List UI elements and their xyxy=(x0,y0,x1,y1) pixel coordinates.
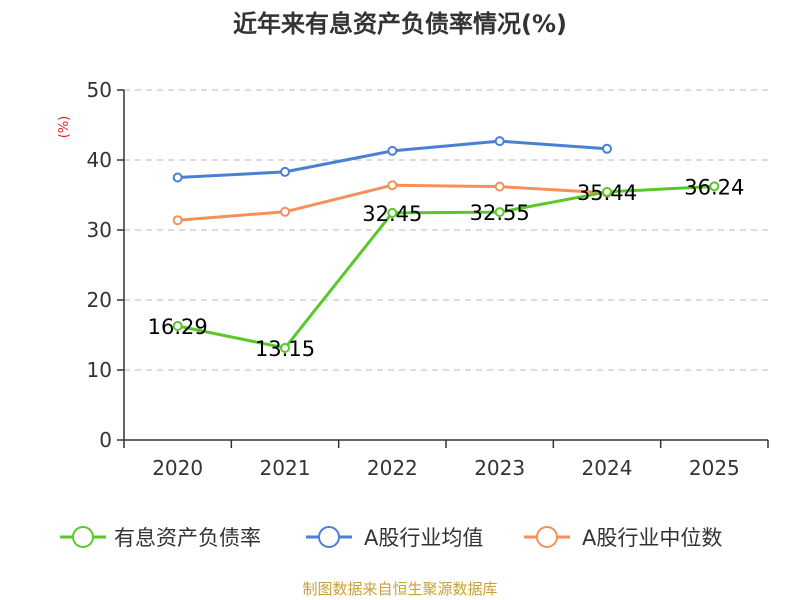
legend: 有息资产负债率 A股行业均值 A股行业中位数 xyxy=(60,526,722,550)
data-point xyxy=(494,181,505,192)
y-tick-label: 40 xyxy=(87,148,112,172)
data-point xyxy=(602,186,612,197)
x-tick-label: 2021 xyxy=(260,456,311,480)
legend-marker xyxy=(318,526,340,548)
data-point xyxy=(172,215,183,226)
data-point xyxy=(709,181,720,192)
x-tick-label: 2022 xyxy=(367,456,418,480)
series-line-0 xyxy=(177,184,715,350)
x-tick-label: 2025 xyxy=(689,456,740,480)
data-point xyxy=(172,172,183,183)
data-point xyxy=(387,145,398,156)
x-tick-label: 2024 xyxy=(582,456,633,480)
y-axis-label: (%) xyxy=(57,116,72,139)
source-note: 制图数据来自恒生聚源数据库 xyxy=(302,580,498,598)
data-point xyxy=(602,143,612,154)
data-point xyxy=(280,342,290,353)
legend-marker xyxy=(536,526,558,548)
y-tick-label: 30 xyxy=(87,218,112,242)
series-lines xyxy=(177,139,715,350)
x-tick-label: 2023 xyxy=(474,456,525,480)
legend-label: A股行业中位数 xyxy=(582,526,722,550)
data-label: 32.45 xyxy=(362,202,422,226)
data-label: 16.29 xyxy=(148,315,208,339)
data-point xyxy=(387,180,398,191)
data-label: 35.44 xyxy=(577,181,637,205)
data-point xyxy=(494,207,505,218)
data-label: 36.24 xyxy=(684,175,744,199)
legend-label: A股行业均值 xyxy=(364,526,483,550)
data-label: 32.55 xyxy=(470,201,530,225)
legend-label: 有息资产负债率 xyxy=(114,526,261,550)
chart-title: 近年来有息资产负债率情况(%) xyxy=(233,10,567,38)
series-points xyxy=(172,136,720,353)
data-labels: 16.29 13.15 32.45 32.55 35.44 36.24 xyxy=(148,175,745,361)
data-point xyxy=(280,166,290,177)
axes: 0 10 20 30 40 50 (%) 2020 2021 2022 2023 2024 2025 xyxy=(57,78,769,480)
data-point xyxy=(280,206,290,217)
y-tick-label: 20 xyxy=(87,288,112,312)
y-tick-label: 50 xyxy=(87,78,112,102)
data-label: 13.15 xyxy=(255,337,315,361)
x-tick-label: 2020 xyxy=(152,456,203,480)
legend-marker xyxy=(72,526,94,548)
data-point xyxy=(494,136,505,147)
y-tick-label: 10 xyxy=(87,358,112,382)
data-point xyxy=(172,320,183,331)
grid-lines xyxy=(124,89,768,371)
data-point xyxy=(387,207,398,218)
y-tick-label: 0 xyxy=(99,428,112,452)
